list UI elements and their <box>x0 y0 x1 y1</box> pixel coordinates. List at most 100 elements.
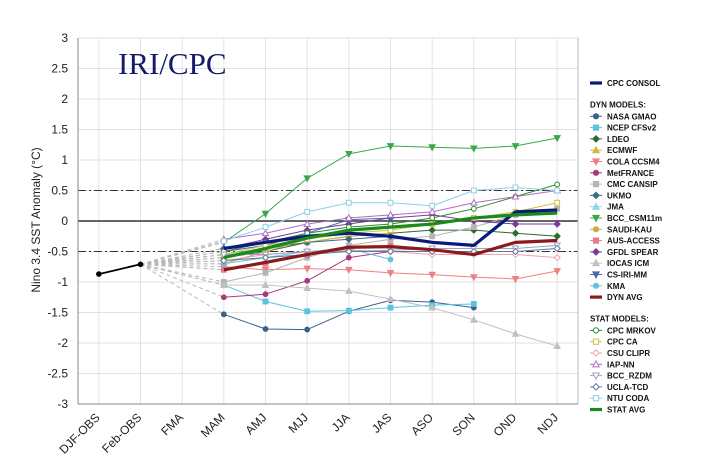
series-point <box>386 247 395 256</box>
legend-label: AUS-ACCESS <box>607 237 661 246</box>
series-point <box>387 199 394 206</box>
legend-swatch-marker <box>592 282 600 289</box>
legend-swatch-marker <box>592 338 600 345</box>
series-point <box>470 224 477 230</box>
series-point <box>428 207 437 215</box>
plume-connector <box>140 263 224 286</box>
y-tick-label: -1 <box>57 275 68 289</box>
series-point <box>553 341 562 349</box>
x-tick-label: AMJ <box>243 410 270 437</box>
y-tick-label: 2 <box>61 92 68 106</box>
y-tick-label: 2.5 <box>51 62 68 76</box>
y-tick-label: 0 <box>61 214 68 228</box>
series-point <box>429 202 436 209</box>
legend-label: NTU CODA <box>607 394 649 403</box>
plume-connector <box>140 263 225 315</box>
y-tick-label: -0.5 <box>47 245 68 259</box>
legend-label: CPC CA <box>607 338 638 347</box>
observed-point <box>96 271 102 277</box>
series-point <box>261 280 270 288</box>
legend-heading: STAT MODELS: <box>590 314 649 323</box>
series-point <box>219 251 228 259</box>
series-point <box>345 247 353 256</box>
legend-label: MetFRANCE <box>607 169 655 178</box>
series-point <box>304 208 311 215</box>
series-point <box>553 268 562 276</box>
series-point <box>511 220 520 228</box>
x-tick-label: MAM <box>198 410 228 440</box>
series-point <box>387 256 394 263</box>
x-tick-label: SON <box>449 410 477 438</box>
series-point <box>428 226 436 234</box>
legend-swatch-marker <box>591 145 601 154</box>
series-point <box>470 187 477 194</box>
legend-swatch-marker <box>592 226 600 233</box>
series-point <box>261 228 270 237</box>
series-point <box>261 210 270 218</box>
series-point <box>304 308 311 315</box>
chart-title: IRI/CPC <box>118 46 227 81</box>
series-point <box>220 256 228 265</box>
legend-swatch-marker <box>591 158 601 166</box>
series-point <box>470 205 477 212</box>
observed-point <box>137 261 144 268</box>
series-point <box>386 269 395 278</box>
legend-label: SAUDI-KAU <box>607 225 652 234</box>
series-point <box>262 326 269 332</box>
legend-label: JMA <box>607 203 624 212</box>
x-tick-label: JJA <box>329 410 353 434</box>
series-point <box>469 145 478 153</box>
legend-label: IAP-NN <box>607 360 635 369</box>
legend-swatch-marker <box>591 359 601 368</box>
legend-swatch-marker <box>592 327 600 334</box>
series-point <box>387 304 394 311</box>
x-tick-label: NDJ <box>535 410 561 436</box>
x-tick-label: DJF-OBS <box>57 410 103 456</box>
legend-swatch-marker <box>591 202 601 210</box>
observed-line <box>98 263 141 275</box>
y-tick-label: -1.5 <box>47 306 68 320</box>
series-point <box>511 247 520 256</box>
y-tick-label: 1.5 <box>51 123 68 137</box>
x-tick-label: MJJ <box>286 410 311 435</box>
series-point <box>553 232 561 240</box>
series-point <box>511 192 520 200</box>
series-point <box>469 315 478 323</box>
series-point <box>262 224 269 230</box>
series-point <box>303 283 312 291</box>
x-tick-label: JAS <box>369 410 394 435</box>
legend-label: CSU CLIPR <box>607 349 650 358</box>
series-point <box>553 244 561 253</box>
series-line <box>223 208 558 251</box>
series-point <box>428 303 437 311</box>
legend-swatch-marker <box>592 124 600 131</box>
legend-label: CPC MRKOV <box>607 326 657 335</box>
x-tick-label: Feb-OBS <box>99 410 144 455</box>
y-tick-label: -3 <box>57 397 68 411</box>
x-tick-label: OND <box>491 410 520 439</box>
series-point <box>554 199 561 206</box>
series-point <box>219 280 228 288</box>
legend-label: LDEO <box>607 135 629 144</box>
series-point <box>344 213 353 221</box>
series-point <box>511 276 520 284</box>
series-point <box>303 265 312 273</box>
series-point <box>261 253 270 262</box>
series-line <box>223 238 558 272</box>
series-point <box>554 181 561 188</box>
legend: CPC CONSOL DYN MODELS: NASA GMAO NCEP CFSv2… <box>590 79 662 415</box>
plume-connector <box>140 247 224 265</box>
legend-label: BCC_RZDM <box>607 372 652 381</box>
legend-label: ECMWF <box>607 146 637 155</box>
legend-swatch-marker <box>592 382 600 391</box>
legend-swatch-marker <box>591 372 601 381</box>
series-line <box>223 211 558 260</box>
series-point <box>511 143 520 151</box>
legend-label: BCC_CSM11m <box>607 214 662 223</box>
series-point <box>428 271 437 279</box>
series-point <box>220 294 227 301</box>
series-point <box>304 326 311 333</box>
legend-label: CMC CANSIP <box>607 180 658 189</box>
legend-heading: DYN MODELS: <box>590 100 646 109</box>
